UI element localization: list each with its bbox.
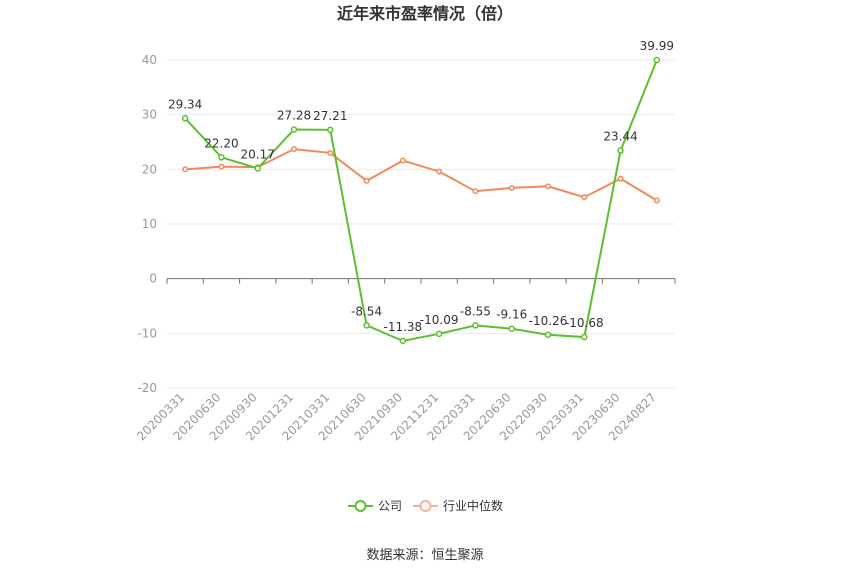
data-point-1 <box>291 146 297 153</box>
data-point-1 <box>182 166 189 173</box>
data-label: 29.34 <box>168 97 202 111</box>
data-label: -11.38 <box>384 320 423 334</box>
data-point-1 <box>327 149 334 156</box>
data-point-1 <box>399 157 406 164</box>
data-label: -10.68 <box>565 316 604 330</box>
data-label: 39.99 <box>640 39 674 53</box>
data-point-1 <box>472 188 479 195</box>
y-tick-label: 10 <box>142 217 157 231</box>
data-point-0 <box>653 56 661 64</box>
data-point-1 <box>617 175 624 182</box>
data-label: 27.28 <box>277 109 311 123</box>
data-label: -8.54 <box>351 304 382 318</box>
y-tick-label: 40 <box>142 53 157 67</box>
data-label: 23.44 <box>603 130 637 144</box>
y-tick-label: -10 <box>137 326 157 340</box>
data-point-0 <box>544 331 552 339</box>
data-point-1 <box>218 163 225 170</box>
y-tick-label: 30 <box>142 108 157 122</box>
data-point-0 <box>181 115 189 122</box>
data-label: -10.09 <box>420 313 459 327</box>
data-point-0 <box>472 322 479 329</box>
legend[interactable]: 公司 行业中位数 <box>348 498 503 513</box>
legend-marker-1 <box>419 500 432 512</box>
data-point-1 <box>508 184 515 191</box>
chart-title: 近年来市盈率情况（倍） <box>337 4 513 23</box>
legend-label-0[interactable]: 公司 <box>378 499 402 513</box>
data-point-0 <box>363 322 370 329</box>
series-layer <box>181 56 661 345</box>
data-point-0 <box>435 330 443 338</box>
y-tick-label: 0 <box>149 272 157 286</box>
data-point-0 <box>218 154 225 161</box>
x-axis: 2020033120200630202009302020123120210331… <box>134 278 676 443</box>
data-point-1 <box>436 168 443 175</box>
legend-label-1[interactable]: 行业中位数 <box>443 498 503 513</box>
data-point-1 <box>653 197 660 204</box>
data-label: 22.20 <box>204 136 238 150</box>
data-point-0 <box>290 126 298 133</box>
data-label: -9.16 <box>496 308 527 322</box>
y-tick-label: -20 <box>137 381 157 395</box>
data-label: -10.26 <box>529 314 568 328</box>
data-label: 27.21 <box>313 109 347 123</box>
data-point-1 <box>545 183 551 190</box>
data-point-0 <box>254 165 261 172</box>
data-point-1 <box>581 194 588 201</box>
data-point-0 <box>581 333 588 341</box>
data-label: 20.17 <box>241 147 275 161</box>
data-point-0 <box>508 325 515 332</box>
data-source-text: 数据来源：恒生聚源 <box>366 548 483 563</box>
series-line-1 <box>185 148 658 202</box>
data-point-0 <box>399 337 407 345</box>
data-label: -8.55 <box>460 304 491 318</box>
legend-marker-0 <box>354 500 367 512</box>
grid-lines <box>167 59 675 389</box>
data-point-0 <box>327 126 334 134</box>
data-point-0 <box>617 147 624 154</box>
y-tick-label: 20 <box>142 162 157 176</box>
data-point-1 <box>363 177 370 184</box>
y-axis: 40 30 20 10 0 -10 -20 <box>137 53 157 395</box>
series-line-0 <box>184 59 658 342</box>
